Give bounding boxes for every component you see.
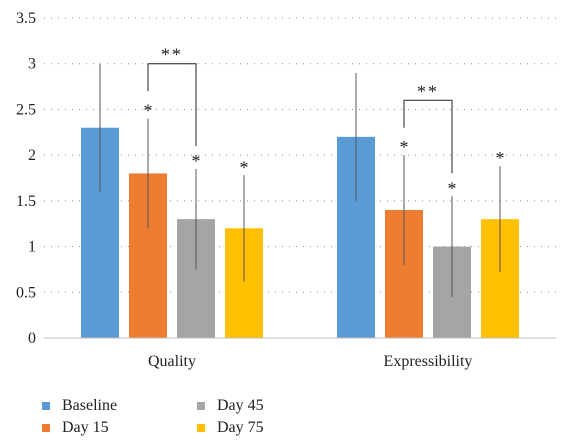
- legend-item-day-15: Day 15: [42, 418, 109, 438]
- legend-label: Day 45: [217, 397, 264, 414]
- significance-bracket: [147, 63, 197, 146]
- y-tick-label: 0: [28, 330, 36, 347]
- legend-item-day-45: Day 45: [197, 396, 264, 416]
- legend-swatch: [42, 424, 50, 432]
- significance-label: **: [417, 81, 439, 101]
- grid-lines: [44, 17, 556, 293]
- x-category-label: Expressibility: [384, 353, 473, 370]
- y-tick-label: 0.5: [16, 284, 36, 301]
- significance-label: **: [161, 45, 183, 65]
- significance-star: *: [240, 157, 249, 177]
- y-tick-label: 1.5: [16, 193, 36, 210]
- y-axis: 0 0.5 1 1.5 2 2.5 3 3.5: [16, 10, 36, 347]
- x-category-label: Quality: [148, 353, 196, 370]
- x-axis: Quality Expressibility: [44, 337, 556, 370]
- error-bars: [99, 63, 501, 297]
- y-tick-label: 3.5: [16, 10, 36, 27]
- significance-star: *: [144, 101, 153, 121]
- y-tick-label: 2: [28, 147, 36, 164]
- significance-star: *: [192, 151, 201, 171]
- legend-item-baseline: Baseline: [42, 396, 117, 416]
- legend-label: Day 15: [62, 419, 109, 436]
- legend-label: Day 75: [217, 419, 264, 436]
- legend-label: Baseline: [62, 397, 118, 414]
- legend: Baseline Day 15 Day 45 Day 75: [42, 396, 342, 442]
- legend-swatch: [197, 424, 205, 432]
- bars: [81, 127, 519, 338]
- significance-marks: ** ********: [144, 45, 505, 199]
- y-tick-label: 2.5: [16, 101, 36, 118]
- significance-star: *: [448, 178, 457, 198]
- legend-swatch: [197, 402, 205, 410]
- y-tick-label: 1: [28, 239, 36, 256]
- significance-star: *: [496, 148, 505, 168]
- significance-star: *: [400, 137, 409, 157]
- significance-bracket: [403, 99, 453, 174]
- y-tick-label: 3: [28, 56, 36, 73]
- legend-item-day-75: Day 75: [197, 418, 264, 438]
- legend-swatch: [42, 402, 50, 410]
